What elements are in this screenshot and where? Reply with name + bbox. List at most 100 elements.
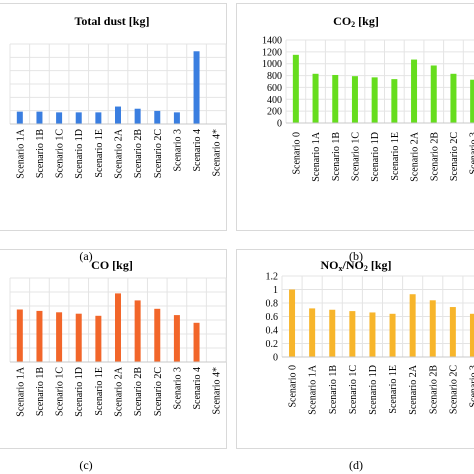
bar — [134, 300, 141, 362]
x-tick-label: Scenario 1E — [388, 365, 399, 414]
caption-c: (c) — [79, 458, 93, 472]
x-tick-label: Scenario 1C — [55, 367, 66, 416]
x-tick-label: Scenario 2A — [408, 364, 419, 414]
bar — [409, 294, 416, 357]
x-tick-label: Scenario 2A — [410, 131, 421, 181]
bar — [312, 73, 319, 123]
bar — [56, 312, 63, 362]
co-title: CO [kg] — [91, 258, 133, 272]
bar — [351, 76, 358, 123]
x-tick-label: Scenario 3 — [172, 367, 183, 410]
bar — [391, 79, 398, 123]
nox-title: NOx/NO2 [kg] — [320, 258, 392, 273]
x-tick-label: Scenario 1E — [390, 132, 401, 181]
x-tick-label: Scenario 1B — [331, 132, 342, 181]
caption-a: (a) — [79, 249, 93, 263]
bar — [369, 312, 376, 357]
x-tick-label: Scenario 1B — [35, 367, 46, 416]
bar — [95, 315, 102, 362]
x-tick-label: Scenario 1E — [94, 129, 105, 178]
x-tick-label: Scenario 4* — [212, 367, 223, 415]
x-tick-label: Scenario 2B — [429, 132, 440, 181]
bar — [292, 54, 299, 124]
bar — [154, 308, 161, 362]
bar — [16, 309, 23, 362]
y-tick-label: 1 — [273, 285, 278, 296]
bar — [134, 108, 141, 124]
bar — [430, 65, 437, 123]
bar — [193, 322, 200, 362]
y-tick-label: 600 — [267, 83, 282, 94]
y-tick-label: 0.4 — [266, 326, 279, 337]
x-tick-label: Scenario 1A — [15, 128, 26, 178]
y-tick-label: 1200 — [262, 47, 282, 58]
x-tick-label: Scenario 0 — [291, 132, 302, 175]
bar — [429, 300, 436, 357]
gridlines — [9, 43, 227, 124]
caption-d: (d) — [349, 458, 363, 472]
bar — [115, 106, 121, 124]
total-dust-chart: Scenario 1A Scenario 1B Scenario 1C Scenari… — [9, 43, 227, 179]
x-tick-label: Scenario 1D — [370, 132, 381, 182]
x-tick-label: Scenario 1A — [15, 366, 26, 416]
bar — [154, 110, 161, 124]
x-tick-label: Scenario 2B — [133, 129, 144, 178]
x-tick-label: Scenario 1B — [35, 129, 46, 178]
gridlines — [285, 39, 474, 123]
bar — [450, 73, 457, 123]
x-tick-label: Scenario 1D — [368, 365, 379, 415]
y-tick-label: 0.2 — [266, 339, 279, 350]
x-tick-label: Scenario 1C — [348, 365, 359, 414]
x-tick-label: Scenario 1B — [328, 365, 339, 414]
nox-panel: NOx/NO2 [kg] 0 0.2 0.4 0.6 0.8 1 1.2 Scenario 0… — [236, 249, 474, 449]
y-tick-label: 400 — [267, 95, 282, 106]
x-tick-label: Scenario 1D — [74, 367, 85, 417]
bar — [95, 112, 102, 124]
x-tick-label: Scenario 0 — [288, 365, 299, 408]
bar — [469, 313, 474, 357]
bar — [75, 112, 82, 124]
bar — [349, 311, 356, 357]
bar — [371, 77, 378, 123]
y-tick-label: 1.2 — [266, 272, 279, 283]
co2-title: CO2 [kg] — [333, 14, 379, 29]
co-chart: Scenario 1A Scenario 1B Scenario 1C Scenari… — [9, 277, 227, 417]
x-tick-label: Scenario 1C — [55, 129, 66, 178]
bar — [470, 79, 474, 123]
y-tick-label: 1000 — [262, 59, 282, 70]
bar — [193, 51, 200, 124]
y-tick-label: 0 — [277, 119, 282, 130]
y-tick-label: 0.8 — [266, 299, 279, 310]
x-tick-label: Scenario 2C — [448, 365, 459, 414]
x-tick-label: Scenario 3 — [172, 129, 183, 172]
bar — [289, 289, 296, 357]
bar — [75, 313, 82, 362]
bar — [329, 309, 336, 357]
x-tick-label: Scenario 3 — [469, 132, 474, 175]
x-tick-label: Scenario 1A — [311, 131, 322, 181]
x-tick-label: Scenario 3 — [468, 365, 474, 408]
x-tick-label: Scenario 1E — [94, 367, 105, 416]
nox-chart: 0 0.2 0.4 0.6 0.8 1 1.2 Scenario 0 Scenario 1A Sc… — [266, 272, 474, 415]
y-tick-label: 0 — [273, 353, 278, 364]
co2-panel: CO2 [kg] 0 200 400 600 800 1000 1200 1400 Scenar… — [236, 3, 474, 231]
bar — [173, 315, 180, 362]
bar — [309, 308, 316, 357]
caption-b: (b) — [349, 249, 363, 263]
x-tick-label: Scenario 4* — [212, 129, 223, 177]
bar — [173, 112, 180, 124]
x-tick-label: Scenario 2C — [153, 367, 164, 416]
bar — [411, 59, 418, 123]
x-tick-label: Scenario 4 — [192, 129, 203, 172]
bar — [36, 111, 43, 124]
bar — [449, 307, 456, 357]
x-tick-label: Scenario 4 — [192, 367, 203, 410]
y-tick-label: 800 — [267, 71, 282, 82]
bar — [115, 293, 121, 362]
x-tick-label: Scenario 1C — [350, 132, 361, 181]
bar — [332, 74, 339, 123]
x-tick-label: Scenario 2B — [428, 365, 439, 414]
bar — [56, 112, 63, 124]
co-panel: CO [kg] Scenario 1A Scenario 1B Scenario 1… — [0, 249, 227, 449]
